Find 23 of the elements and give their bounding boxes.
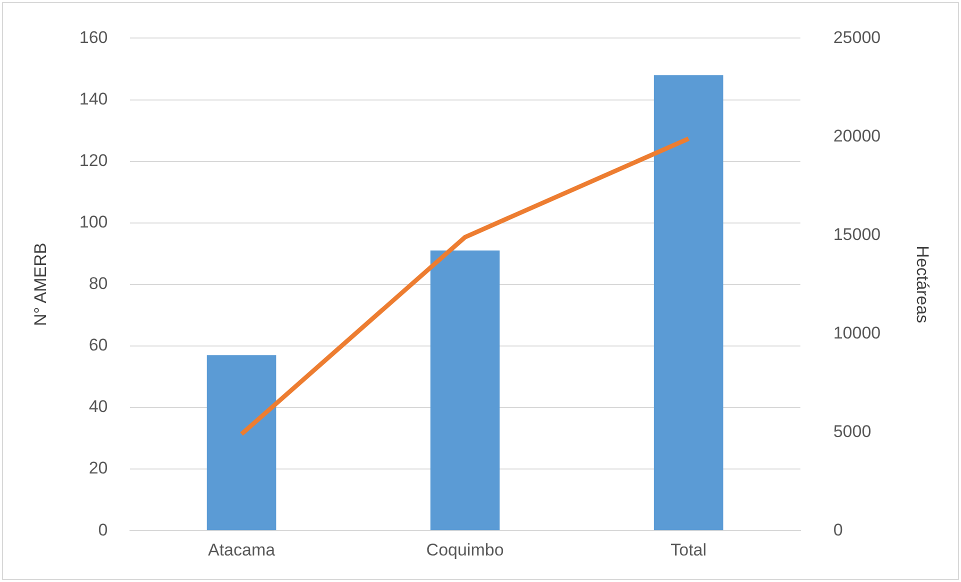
y2-tick-label: 25000 (833, 28, 881, 47)
y-tick-label: 100 (79, 212, 108, 232)
y2-tick-label: 20000 (833, 126, 881, 146)
y-tick-label: 80 (88, 274, 108, 294)
y-tick-label: 140 (79, 89, 108, 108)
y2-axis-title: Hectáreas (913, 246, 932, 324)
y2-tick-label: 5000 (833, 422, 872, 441)
y-tick-label: 20 (88, 458, 108, 478)
y-tick-label: 0 (98, 520, 108, 540)
y-tick-label: 60 (88, 336, 108, 355)
y2-tick-label: 0 (833, 520, 843, 540)
y-tick-label: 40 (88, 397, 108, 416)
y2-tick-label: 15000 (833, 224, 881, 244)
x-tick-label: Total (670, 540, 707, 560)
bar (430, 250, 500, 530)
y-axis-title: N° AMERB (30, 242, 50, 326)
y-tick-label: 120 (79, 150, 108, 170)
y2-tick-label: 10000 (833, 323, 881, 342)
x-tick-label: Atacama (208, 540, 276, 560)
x-tick-label: Coquimbo (426, 540, 504, 560)
y-tick-label: 160 (79, 28, 108, 47)
bar (206, 355, 276, 530)
bar (654, 75, 724, 530)
